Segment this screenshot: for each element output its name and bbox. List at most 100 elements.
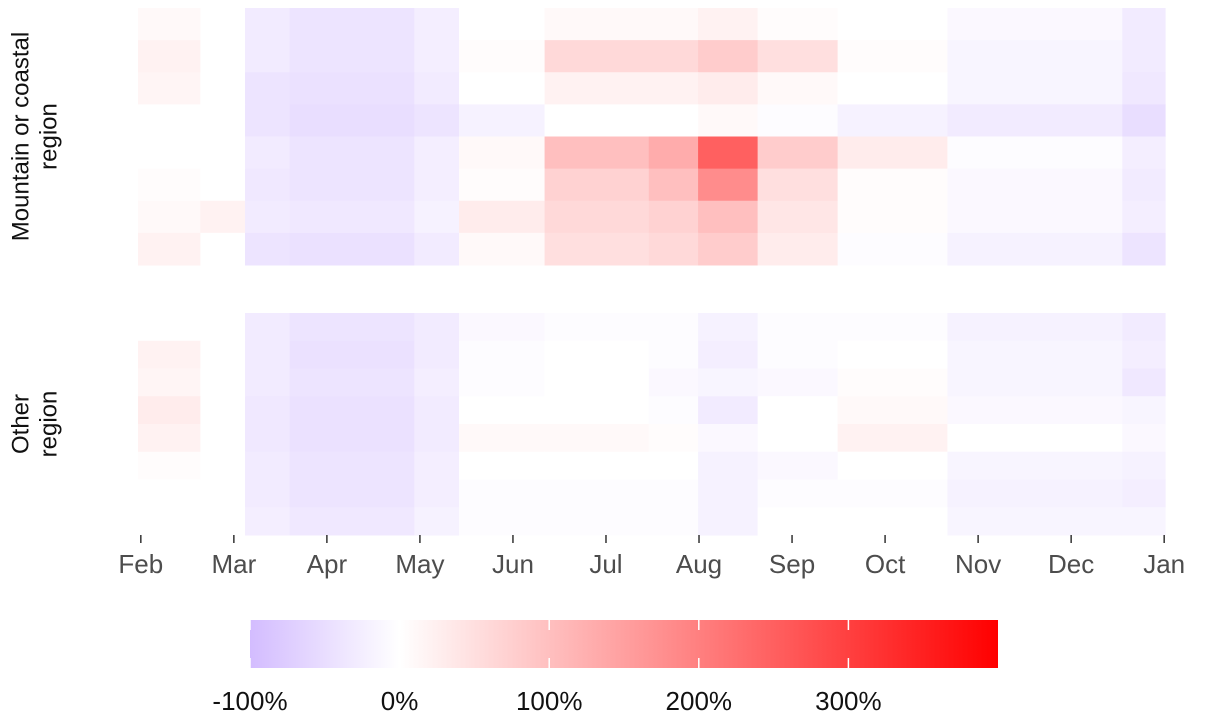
heat-cell bbox=[414, 424, 460, 453]
heat-cell bbox=[200, 104, 246, 137]
heat-cell bbox=[648, 451, 699, 480]
heat-cell bbox=[458, 507, 546, 536]
heat-cell bbox=[200, 424, 246, 453]
heat-cell bbox=[458, 8, 546, 41]
heat-cell bbox=[458, 368, 546, 397]
heat-cell bbox=[648, 424, 699, 453]
heat-cell bbox=[138, 313, 201, 342]
heat-cell bbox=[837, 40, 948, 73]
heat-cell bbox=[245, 340, 291, 369]
heat-cell bbox=[698, 340, 759, 369]
heat-cell bbox=[138, 451, 201, 480]
heat-cell bbox=[757, 8, 839, 41]
heat-cell bbox=[200, 507, 246, 536]
heat-cell bbox=[544, 340, 650, 369]
heat-cell bbox=[544, 424, 650, 453]
heat-cell bbox=[458, 104, 546, 137]
heat-cell bbox=[138, 479, 201, 508]
heat-cell bbox=[245, 40, 291, 73]
heat-cell bbox=[698, 136, 759, 170]
x-tick-label: Apr bbox=[307, 549, 348, 579]
heat-cell bbox=[837, 340, 948, 369]
heat-cell bbox=[837, 396, 948, 425]
heat-cell bbox=[698, 479, 759, 508]
heat-cell bbox=[200, 200, 246, 234]
heat-cell bbox=[544, 368, 650, 397]
heat-cell bbox=[414, 168, 460, 202]
heat-cell bbox=[837, 200, 948, 234]
heat-cell bbox=[458, 200, 546, 234]
heat-cell bbox=[200, 368, 246, 397]
heat-cell bbox=[648, 104, 699, 137]
heat-cell bbox=[544, 479, 650, 508]
heat-cell bbox=[698, 232, 759, 266]
heat-cell bbox=[138, 136, 201, 170]
heat-cell bbox=[289, 8, 415, 41]
heat-cell bbox=[414, 368, 460, 397]
heat-cell bbox=[648, 40, 699, 73]
heat-cell bbox=[757, 368, 839, 397]
heat-cell bbox=[138, 232, 201, 266]
heat-cell bbox=[245, 8, 291, 41]
heat-cell bbox=[414, 72, 460, 105]
heat-cell bbox=[648, 507, 699, 536]
heat-cell bbox=[1122, 368, 1166, 397]
heat-cell bbox=[698, 8, 759, 41]
heat-cell bbox=[245, 200, 291, 234]
heat-cell bbox=[414, 232, 460, 266]
heat-cell bbox=[289, 168, 415, 202]
heat-cell bbox=[837, 313, 948, 342]
x-tick-label: Sep bbox=[769, 549, 815, 579]
heat-cell bbox=[1122, 8, 1166, 41]
heat-cell bbox=[757, 200, 839, 234]
heat-cell bbox=[698, 168, 759, 202]
heat-cell bbox=[544, 104, 650, 137]
facet-label: Other bbox=[7, 394, 34, 454]
heat-cell bbox=[648, 368, 699, 397]
heat-cell bbox=[544, 396, 650, 425]
heat-cell bbox=[1122, 200, 1166, 234]
heat-cell bbox=[289, 136, 415, 170]
heat-cell bbox=[414, 479, 460, 508]
facet-label: region bbox=[35, 391, 62, 458]
heat-cell bbox=[200, 396, 246, 425]
heat-cell bbox=[648, 8, 699, 41]
x-tick-label: May bbox=[395, 549, 444, 579]
heat-cell bbox=[698, 72, 759, 105]
heat-cell bbox=[245, 424, 291, 453]
heat-cell bbox=[245, 72, 291, 105]
heat-cell bbox=[289, 40, 415, 73]
heat-cell bbox=[947, 72, 1123, 105]
heat-cell bbox=[947, 368, 1123, 397]
heat-cell bbox=[138, 200, 201, 234]
heat-cell bbox=[947, 136, 1123, 170]
heat-cell bbox=[698, 424, 759, 453]
heat-cell bbox=[837, 168, 948, 202]
heat-cell bbox=[837, 507, 948, 536]
heat-cell bbox=[1122, 40, 1166, 73]
heat-cell bbox=[1122, 136, 1166, 170]
heat-cell bbox=[947, 479, 1123, 508]
heat-cell bbox=[648, 232, 699, 266]
heat-cell bbox=[757, 104, 839, 137]
colorbar bbox=[250, 620, 998, 668]
heat-cell bbox=[1122, 451, 1166, 480]
heat-cell bbox=[837, 104, 948, 137]
heat-cell bbox=[648, 313, 699, 342]
heat-cell bbox=[245, 104, 291, 137]
heat-cell bbox=[138, 424, 201, 453]
heat-cell bbox=[414, 396, 460, 425]
heat-cell bbox=[544, 136, 650, 170]
heat-cell bbox=[757, 396, 839, 425]
x-tick-label: Feb bbox=[118, 549, 163, 579]
heat-cell bbox=[414, 40, 460, 73]
heat-cell bbox=[245, 232, 291, 266]
heat-cell bbox=[289, 72, 415, 105]
heat-cell bbox=[289, 313, 415, 342]
colorbar-label: 100% bbox=[516, 686, 583, 716]
heat-cell bbox=[1122, 479, 1166, 508]
heat-cell bbox=[837, 72, 948, 105]
heat-cell bbox=[947, 168, 1123, 202]
colorbar-label: 200% bbox=[666, 686, 733, 716]
colorbar-label: 300% bbox=[815, 686, 882, 716]
